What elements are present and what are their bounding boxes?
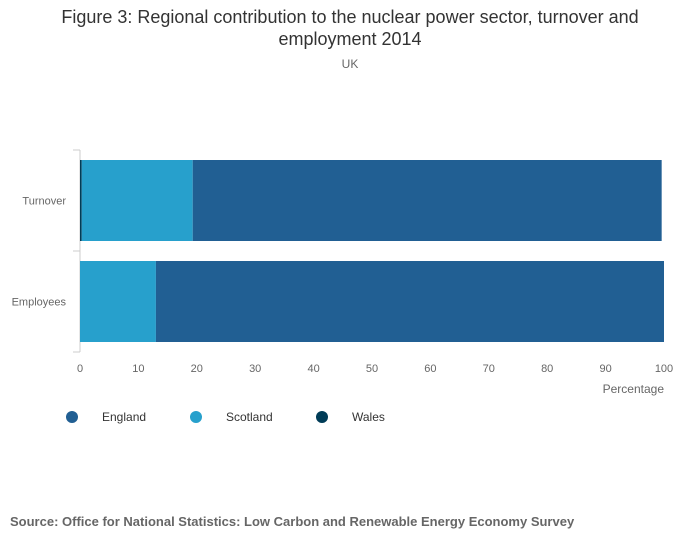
legend-label-wales: Wales xyxy=(352,410,385,424)
bar-scotland-employees[interactable] xyxy=(80,261,156,342)
x-tick-label: 10 xyxy=(132,363,144,375)
y-axis xyxy=(73,149,81,353)
x-tick-label: 60 xyxy=(424,363,436,375)
source-note: Source: Office for National Statistics: … xyxy=(10,514,575,529)
x-tick-label: 0 xyxy=(77,363,83,375)
x-tick-label: 90 xyxy=(599,363,611,375)
x-tick-label: 70 xyxy=(483,363,495,375)
category-label-employees: Employees xyxy=(12,297,67,309)
bar-england-employees[interactable] xyxy=(155,261,665,342)
category-label-turnover: Turnover xyxy=(22,196,66,208)
legend-label-england: England xyxy=(102,410,147,424)
bar-wales-turnover[interactable] xyxy=(80,160,82,241)
x-axis-ticks: 0 10 20 30 40 50 60 70 80 90 100 xyxy=(77,363,673,375)
x-tick-label: 40 xyxy=(307,363,319,375)
legend-marker-wales xyxy=(316,411,328,423)
chart-title-line-1: Figure 3: Regional contribution to the n… xyxy=(61,7,639,27)
chart-subtitle: UK xyxy=(341,57,359,71)
category-labels: Turnover Employees xyxy=(12,196,67,309)
chart-title: Figure 3: Regional contribution to the n… xyxy=(0,6,700,50)
x-tick-label: 80 xyxy=(541,363,553,375)
legend-item-england[interactable]: England xyxy=(66,407,146,427)
x-tick-label: 100 xyxy=(655,363,673,375)
x-axis-title: Percentage xyxy=(603,382,665,396)
chart-title-line-2: employment 2014 xyxy=(278,29,422,49)
legend-label-scotland: Scotland xyxy=(226,410,273,424)
legend: England Scotland Wales xyxy=(66,407,566,427)
legend-item-wales[interactable]: Wales xyxy=(316,407,385,427)
x-tick-label: 30 xyxy=(249,363,261,375)
x-tick-label: 20 xyxy=(191,363,203,375)
bars xyxy=(80,160,665,342)
legend-marker-england xyxy=(66,411,78,423)
bar-scotland-turnover[interactable] xyxy=(81,160,193,241)
legend-item-scotland[interactable]: Scotland xyxy=(190,407,273,427)
legend-marker-scotland xyxy=(190,411,202,423)
bar-england-turnover[interactable] xyxy=(192,160,662,241)
x-tick-label: 50 xyxy=(366,363,378,375)
